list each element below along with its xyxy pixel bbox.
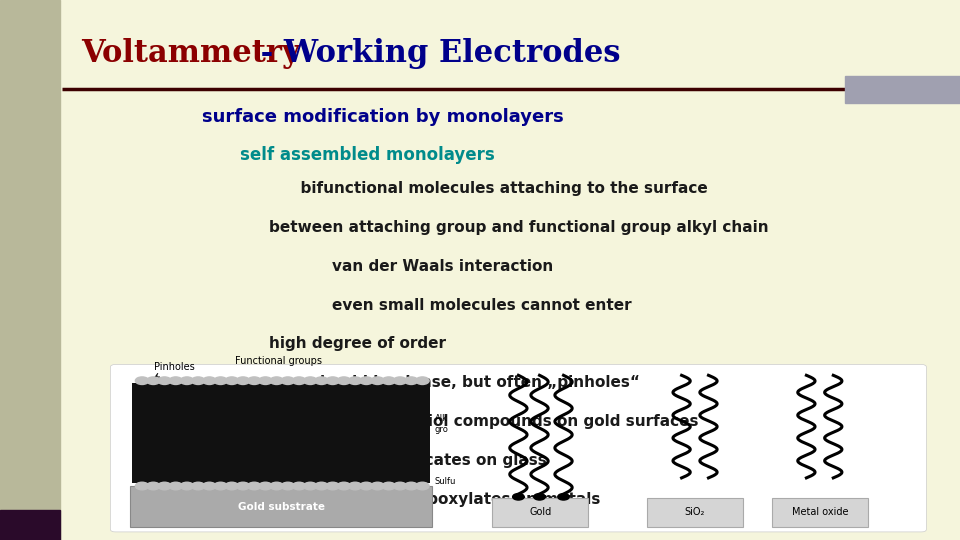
Text: van der Waals interaction: van der Waals interaction — [269, 259, 553, 274]
Text: Gold substrate: Gold substrate — [238, 502, 324, 511]
Circle shape — [191, 482, 204, 490]
Circle shape — [293, 482, 306, 490]
Circle shape — [360, 482, 373, 490]
Text: between attaching group and functional group alkyl chain: between attaching group and functional g… — [269, 220, 768, 235]
Text: even small molecules cannot enter: even small molecules cannot enter — [269, 298, 632, 313]
Circle shape — [382, 482, 396, 490]
Circle shape — [315, 482, 328, 490]
Text: self assembled monolayers: self assembled monolayers — [240, 146, 494, 164]
Circle shape — [135, 482, 149, 490]
Circle shape — [337, 482, 350, 490]
Circle shape — [147, 377, 160, 384]
Text: SiO₂: SiO₂ — [684, 508, 706, 517]
Text: Gold: Gold — [529, 508, 552, 517]
Text: examples:          thiol compounds on gold surfaces: examples: thiol compounds on gold surfac… — [269, 414, 698, 429]
Circle shape — [157, 377, 171, 384]
Circle shape — [303, 482, 317, 490]
Circle shape — [558, 494, 569, 500]
Circle shape — [258, 482, 272, 490]
Circle shape — [180, 482, 194, 490]
Circle shape — [248, 482, 261, 490]
Text: Functional groups: Functional groups — [235, 356, 323, 366]
Text: Metal oxide: Metal oxide — [792, 508, 848, 517]
Circle shape — [293, 377, 306, 384]
Circle shape — [326, 482, 340, 490]
Text: - Working Electrodes: - Working Electrodes — [250, 38, 620, 69]
Circle shape — [157, 482, 171, 490]
Circle shape — [203, 482, 216, 490]
Text: Sulfu: Sulfu — [435, 477, 456, 486]
Text: bifunctional molecules attaching to the surface: bifunctional molecules attaching to the … — [269, 181, 708, 196]
Circle shape — [225, 482, 238, 490]
Circle shape — [214, 377, 228, 384]
Circle shape — [371, 377, 384, 384]
Circle shape — [135, 377, 149, 384]
Bar — [132, 383, 430, 483]
Circle shape — [236, 482, 250, 490]
Circle shape — [180, 377, 194, 384]
Circle shape — [416, 482, 429, 490]
Circle shape — [270, 482, 283, 490]
Circle shape — [169, 377, 182, 384]
Circle shape — [281, 377, 295, 384]
Circle shape — [270, 377, 283, 384]
Circle shape — [147, 482, 160, 490]
FancyBboxPatch shape — [110, 364, 926, 532]
Bar — [130, 486, 432, 526]
Bar — [772, 498, 868, 526]
Circle shape — [348, 377, 362, 384]
Circle shape — [281, 482, 295, 490]
Circle shape — [248, 377, 261, 384]
Text: silicates on glass: silicates on glass — [269, 453, 546, 468]
Circle shape — [513, 494, 524, 500]
Text: Alk
gro: Alk gro — [435, 414, 448, 434]
Bar — [845, 76, 960, 103]
Circle shape — [371, 482, 384, 490]
Circle shape — [394, 482, 407, 490]
Circle shape — [534, 494, 545, 500]
Circle shape — [326, 377, 340, 384]
Bar — [647, 498, 743, 526]
Circle shape — [337, 377, 350, 384]
Text: surface modification by monolayers: surface modification by monolayers — [202, 108, 564, 126]
Circle shape — [169, 482, 182, 490]
Bar — [492, 498, 588, 526]
Circle shape — [360, 377, 373, 384]
Circle shape — [191, 377, 204, 384]
Circle shape — [203, 377, 216, 384]
Circle shape — [236, 377, 250, 384]
Circle shape — [315, 377, 328, 384]
Circle shape — [404, 482, 418, 490]
Circle shape — [404, 377, 418, 384]
Circle shape — [382, 377, 396, 384]
Circle shape — [348, 482, 362, 490]
Circle shape — [394, 377, 407, 384]
Circle shape — [225, 377, 238, 384]
Circle shape — [258, 377, 272, 384]
Circle shape — [416, 377, 429, 384]
Circle shape — [303, 377, 317, 384]
Circle shape — [214, 482, 228, 490]
Text: high degree of order: high degree of order — [269, 336, 445, 352]
Text: Pinholes: Pinholes — [154, 362, 194, 377]
Text: should be dense, but often „pinholes“: should be dense, but often „pinholes“ — [269, 375, 639, 390]
Text: carboxylates on metals: carboxylates on metals — [269, 492, 600, 507]
Text: Voltammetry: Voltammetry — [82, 38, 300, 69]
